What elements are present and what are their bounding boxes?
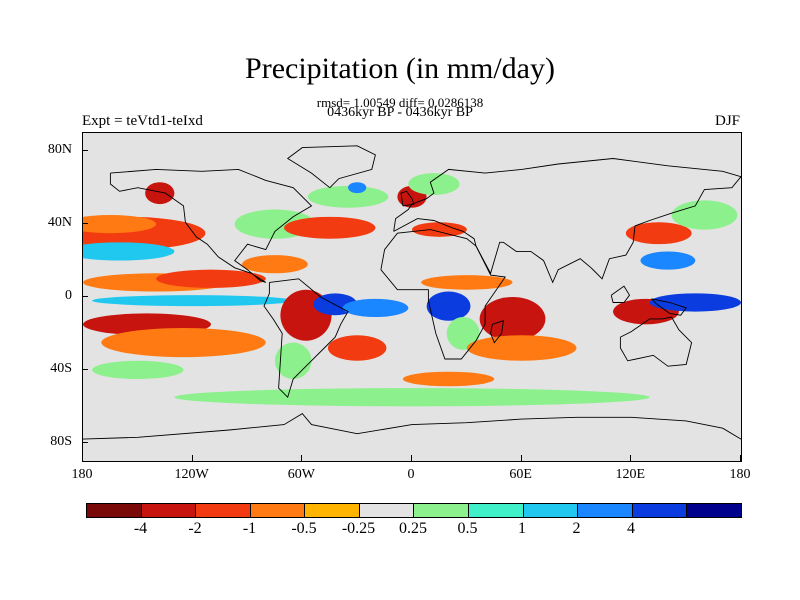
anomaly-region-n-atlantic-green: [307, 185, 389, 208]
lat-tick: [82, 223, 88, 225]
anomaly-region-nw-pacific-green: [671, 200, 738, 230]
colorbar-label: 0.5: [457, 520, 478, 537]
coastline-madagascar: [490, 320, 504, 344]
lon-tick: [740, 455, 741, 461]
coastline-borneo: [610, 285, 631, 303]
lon-tick-label: 60E: [509, 467, 532, 482]
anomaly-region-e-pacific-red: [156, 269, 266, 288]
colorbar-label: -1: [242, 520, 257, 537]
lon-tick-label: 60W: [287, 467, 315, 482]
colorbar-label: 0.25: [399, 520, 427, 537]
lat-tick: [82, 368, 88, 370]
lon-tick: [82, 455, 83, 461]
map-canvas: [83, 145, 741, 440]
coastline-australia: [619, 316, 693, 367]
colorbar-swatch: [687, 504, 741, 517]
coastline-antarctica: [83, 413, 741, 440]
lon-tick-label: 120E: [615, 467, 646, 482]
lat-tick-label: 40N: [47, 215, 72, 231]
experiment-label: Expt = teVtd1-teIxd: [82, 113, 203, 129]
anomaly-region-s-pacific-green: [92, 360, 184, 379]
lat-tick-label: 80S: [50, 433, 72, 449]
period-text: 0436kyr BP - 0436kyr BP: [327, 105, 473, 120]
anomaly-region-eq-pacific-blue: [92, 295, 294, 307]
lon-tick-label: 180: [729, 467, 751, 482]
colorbar-swatch: [250, 504, 306, 517]
anomaly-region-n-atlantic-red: [284, 216, 376, 239]
colorbar: [86, 503, 742, 518]
colorbar-swatch: [523, 504, 579, 517]
lon-tick-label: 120W: [174, 467, 209, 482]
coastline-uk: [400, 190, 415, 207]
colorbar-swatch: [196, 504, 251, 517]
lon-tick: [411, 455, 412, 461]
lon-tick: [520, 455, 522, 461]
anomaly-region-s-ocean-orange: [402, 371, 495, 387]
anomaly-region-n-atlantic-blue: [348, 182, 367, 194]
coastline-eurasia: [393, 158, 741, 284]
lon-tick: [630, 455, 632, 461]
colorbar-label: -4: [133, 520, 148, 537]
coastline-new-guinea: [651, 298, 687, 316]
map-plot-area: [82, 132, 742, 462]
coastline-south-america: [263, 278, 349, 399]
anomaly-region-caribbean-orange: [242, 255, 308, 274]
colorbar-swatch: [578, 504, 633, 517]
coastline-greenland: [286, 145, 376, 189]
lon-tick: [301, 455, 303, 461]
colorbar-label: -2: [188, 520, 202, 537]
lat-tick: [82, 441, 88, 443]
anomaly-region-n-pacific-blue: [83, 242, 175, 261]
colorbar-label: 1: [518, 520, 526, 537]
colorbar-label: -0.25: [341, 520, 376, 537]
anomaly-region-w-pacific-blue: [649, 293, 741, 312]
colorbar-swatch: [141, 504, 197, 517]
anomaly-region-s-pacific-orange: [101, 327, 266, 358]
lon-tick-label: 180: [71, 467, 93, 482]
anomaly-region-s-atlantic-red: [327, 335, 387, 361]
lat-tick-label: 0: [65, 288, 72, 303]
anomaly-region-japan-red: [625, 222, 692, 245]
anomaly-region-s-atlantic-blue: [342, 298, 409, 318]
lon-tick-label: 0: [407, 467, 415, 482]
colorbar-label: -0.5: [291, 520, 317, 537]
colorbar-swatch: [87, 504, 142, 517]
colorbar-label: 4: [627, 520, 635, 537]
anomaly-region-alaska-red: [145, 182, 175, 205]
lat-tick-label: 40S: [50, 360, 72, 376]
anomaly-region-africa-eq-orange: [421, 275, 513, 290]
lat-tick: [82, 150, 88, 152]
colorbar-label: 2: [572, 520, 581, 537]
anomaly-region-africa-blue: [426, 291, 471, 321]
coastline-africa: [380, 229, 506, 360]
anomaly-region-indian-ocean-orange: [466, 335, 577, 361]
colorbar-swatch: [305, 504, 360, 517]
anomaly-region-s-ocean-green: [174, 388, 650, 407]
lat-tick-label: 80N: [47, 142, 72, 158]
anomaly-region-asia-blue: [640, 251, 696, 270]
lon-tick: [191, 455, 193, 461]
colorbar-swatch: [414, 504, 470, 517]
colorbar-swatch: [469, 504, 524, 517]
colorbar-swatch: [359, 504, 415, 517]
chart-title: Precipitation (in mm/day): [245, 52, 555, 85]
lat-tick: [82, 296, 88, 297]
coastline-north-america: [109, 168, 313, 283]
anomaly-region-europe-green: [408, 173, 460, 195]
anomaly-region-indian-ocean-red: [479, 297, 546, 341]
anomaly-region-mediterranean-red: [412, 222, 467, 237]
anomaly-region-n-pacific-orange: [83, 215, 157, 234]
colorbar-swatch: [632, 504, 688, 517]
stats-text: rmsd= 1.00549 diff= 0.0286138: [316, 95, 484, 110]
anomaly-region-s-africa-green: [446, 317, 480, 350]
season-label: DJF: [714, 113, 740, 129]
